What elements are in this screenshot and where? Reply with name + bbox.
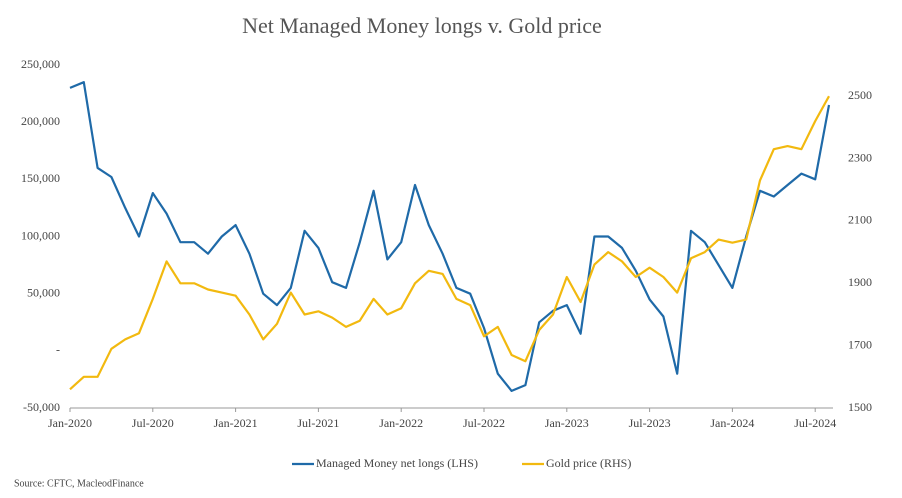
x-tick-label: Jan-2023: [545, 416, 589, 430]
series-line: [69, 81, 831, 392]
y2-tick-label: 2100: [848, 213, 872, 227]
y-tick-label: 150,000: [21, 171, 60, 185]
x-tick-label: Jan-2024: [710, 416, 754, 430]
y2-tick-label: 1700: [848, 337, 872, 351]
y-tick-label: 100,000: [21, 228, 60, 242]
y2-tick-label: 1500: [848, 400, 872, 414]
x-tick-label: Jan-2020: [48, 416, 92, 430]
x-tick-label: Jul-2020: [132, 416, 174, 430]
chart-title: Net Managed Money longs v. Gold price: [242, 13, 602, 38]
y-tick-label: 200,000: [21, 114, 60, 128]
y-tick-label: 250,000: [21, 57, 60, 71]
y2-tick-label: 1900: [848, 275, 872, 289]
y2-tick-label: 2500: [848, 88, 872, 102]
legend-label: Gold price (RHS): [546, 456, 631, 470]
y2-tick-label: 2300: [848, 150, 872, 164]
legend-label: Managed Money net longs (LHS): [316, 456, 478, 470]
x-tick-label: Jan-2021: [214, 416, 258, 430]
y-tick-label: 50,000: [27, 285, 60, 299]
y-tick-label: -: [56, 343, 60, 357]
source-note: Source: CFTC, MacleodFinance: [14, 478, 144, 489]
x-tick-label: Jul-2024: [794, 416, 836, 430]
series-line: [69, 95, 830, 391]
x-tick-label: Jul-2022: [463, 416, 505, 430]
x-tick-label: Jul-2021: [297, 416, 339, 430]
x-tick-label: Jul-2023: [629, 416, 671, 430]
y-tick-label: -50,000: [23, 400, 60, 414]
x-tick-label: Jan-2022: [379, 416, 423, 430]
